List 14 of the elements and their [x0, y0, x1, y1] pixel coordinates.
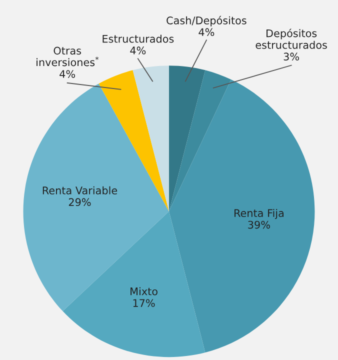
slice-label: Renta Fija: [234, 208, 284, 220]
data-label: 4%: [130, 46, 146, 54]
slice-label: Estructurados: [102, 34, 174, 43]
data-label: 4%: [198, 28, 214, 36]
slice-label: Renta Variable: [42, 186, 118, 194]
slice-label: Cash/Depósitos: [166, 16, 246, 26]
data-label: 39%: [248, 220, 270, 229]
slice-label: Mixto: [130, 287, 158, 296]
slice-label: Otras inversiones$^{*}$: [36, 46, 99, 66]
slice-label: Depósitos estructurados: [256, 28, 327, 49]
data-label: 17%: [133, 299, 155, 307]
data-label: 3%: [284, 52, 300, 61]
data-label: 4%: [60, 70, 76, 78]
data-label: 29%: [68, 198, 91, 206]
